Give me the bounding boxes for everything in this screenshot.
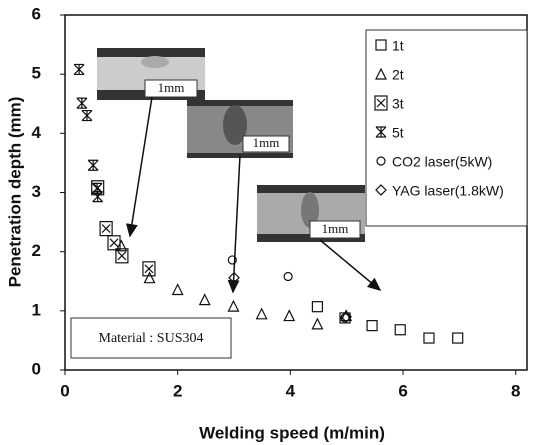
legend-label: 3t: [392, 96, 404, 112]
y-tick-label: 3: [32, 182, 41, 201]
chart: Welding speed (m/min) Penetration depth …: [0, 0, 533, 445]
square: [395, 325, 405, 335]
marker: [367, 321, 377, 331]
marker: [395, 325, 405, 335]
marker: [284, 273, 292, 281]
inset-3: [257, 185, 365, 242]
marker: [173, 285, 183, 295]
x: [145, 265, 153, 273]
y-axis-label: Penetration depth (mm): [5, 97, 24, 288]
marker: [200, 295, 210, 305]
marker: [100, 222, 112, 236]
square: [312, 302, 322, 312]
y-tick-label: 1: [32, 300, 41, 319]
square: [424, 333, 434, 343]
asterisk: [74, 64, 84, 74]
asterisk: [77, 98, 87, 108]
legend-label: CO2 laser(5kW): [392, 154, 492, 170]
y-tick-label: 5: [32, 64, 41, 83]
y-tick-label: 4: [32, 123, 42, 142]
x-tick-label: 2: [173, 381, 182, 400]
x-tick-label: 0: [60, 381, 69, 400]
triangle: [228, 301, 238, 311]
marker: [284, 311, 294, 321]
y-tick-label: 6: [32, 4, 41, 23]
x-tick-label: 6: [398, 381, 407, 400]
marker: [312, 319, 322, 329]
scale-label: 1mm: [253, 135, 280, 150]
scale-label: 1mm: [322, 221, 349, 236]
triangle: [284, 311, 294, 321]
triangle: [200, 295, 210, 305]
x: [102, 225, 110, 233]
marker: [74, 64, 84, 74]
asterisk: [93, 192, 103, 202]
x-tick-label: 8: [511, 381, 520, 400]
circle: [284, 273, 292, 281]
x: [118, 252, 126, 260]
square: [367, 321, 377, 331]
triangle: [173, 285, 183, 295]
marker: [93, 192, 103, 202]
marker: [312, 302, 322, 312]
marker: [77, 98, 87, 108]
scale-label: 1mm: [158, 80, 185, 95]
inset-1: [97, 48, 205, 100]
triangle: [145, 273, 155, 283]
marker: [257, 309, 267, 319]
y-tick-label: 2: [32, 241, 41, 260]
marker: [82, 111, 92, 121]
asterisk: [88, 160, 98, 170]
legend-label: 1t: [392, 38, 404, 54]
square: [453, 333, 463, 343]
marker: [88, 160, 98, 170]
x: [110, 239, 118, 247]
marker: [145, 273, 155, 283]
material-label: Material : SUS304: [99, 331, 204, 346]
legend-label: 5t: [392, 125, 404, 141]
asterisk: [82, 111, 92, 121]
triangle: [312, 319, 322, 329]
marker: [453, 333, 463, 343]
marker: [424, 333, 434, 343]
marker: [228, 301, 238, 311]
y-tick-label: 0: [32, 359, 41, 378]
x-tick-label: 4: [286, 381, 296, 400]
legend-label: YAG laser(1.8kW): [392, 183, 504, 199]
legend-label: 2t: [392, 67, 404, 83]
triangle: [257, 309, 267, 319]
x-axis-label: Welding speed (m/min): [199, 423, 385, 442]
